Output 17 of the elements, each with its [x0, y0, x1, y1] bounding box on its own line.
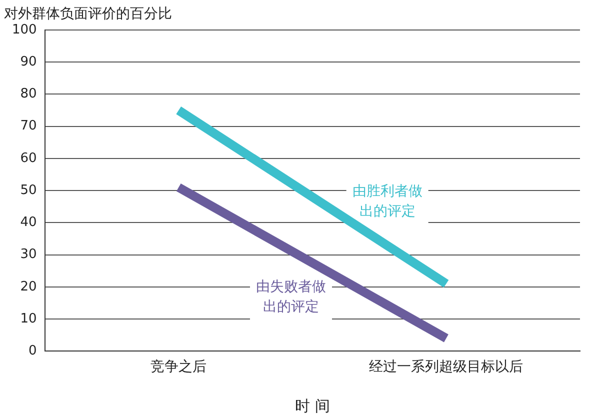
y-tick-label: 30	[20, 247, 37, 262]
y-axis-title: 对外群体负面评价的百分比	[4, 6, 172, 22]
y-tick-label: 90	[20, 54, 37, 70]
y-tick-label: 40	[20, 215, 37, 230]
series-label: 由胜利者做出的评定	[352, 184, 422, 220]
y-tick-label: 100	[12, 22, 37, 38]
x-axis-title: 时 间	[295, 396, 330, 415]
y-tick-label: 50	[20, 182, 37, 198]
x-tick-label: 竞争之后	[150, 359, 207, 376]
y-tick-label: 60	[20, 150, 37, 166]
y-tick-label: 80	[20, 86, 37, 102]
y-tick-label: 10	[20, 311, 37, 326]
y-tick-label: 20	[20, 279, 37, 294]
x-tick-label: 经过一系列超级目标以后	[369, 359, 524, 376]
series-label: 由失败者做出的评定	[256, 278, 326, 315]
y-tick-label: 70	[20, 118, 37, 134]
y-tick-label: 0	[28, 344, 37, 359]
